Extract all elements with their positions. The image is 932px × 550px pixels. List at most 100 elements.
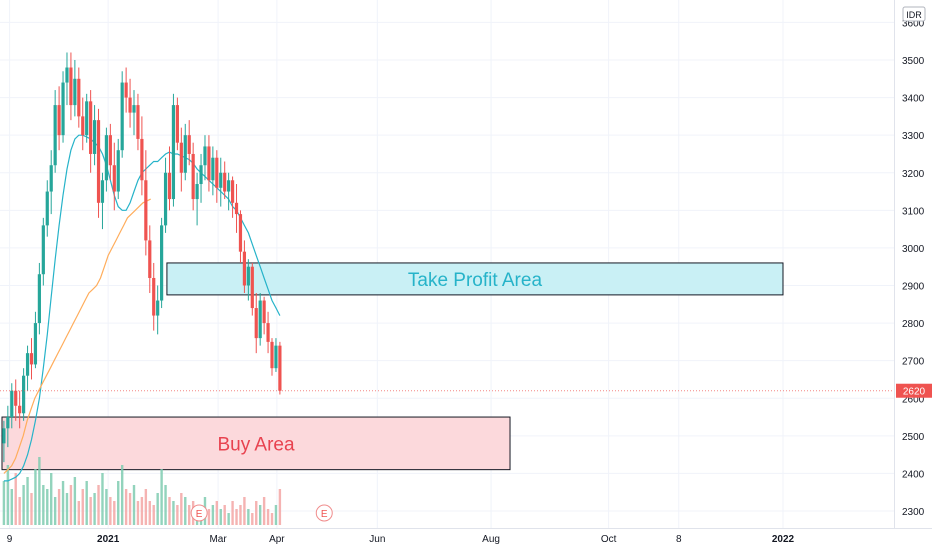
candle-body xyxy=(57,105,61,136)
candle-body xyxy=(183,135,187,173)
volume-bar xyxy=(128,493,132,525)
volume-bar xyxy=(231,501,234,525)
volume-bar xyxy=(97,485,100,525)
price-tick-label: 3600 xyxy=(902,18,925,29)
candle-body xyxy=(132,105,136,113)
candle-body xyxy=(2,428,6,444)
volume-bar xyxy=(101,473,104,525)
volume-bar xyxy=(46,489,49,525)
volume-bar xyxy=(160,469,163,525)
candle-body xyxy=(238,214,243,252)
price-tick-label: 2800 xyxy=(902,319,925,330)
ma-slow-line xyxy=(3,198,151,474)
volume-bar xyxy=(113,501,116,525)
volume-bar xyxy=(239,505,242,525)
time-tick-label: 9 xyxy=(7,534,13,545)
volume-bar xyxy=(188,505,191,525)
volume-bar xyxy=(81,489,84,525)
candle-body xyxy=(61,82,65,136)
volume-bar xyxy=(6,465,10,525)
volume-bar xyxy=(176,505,179,525)
candle-body xyxy=(179,142,183,173)
candle-body xyxy=(116,150,120,192)
candle-body xyxy=(69,67,73,106)
volume-bar xyxy=(262,497,266,525)
price-tick-label: 2300 xyxy=(902,507,925,518)
candle-body xyxy=(29,353,34,365)
time-tick-label: Oct xyxy=(601,534,617,545)
volume-bar xyxy=(30,493,33,525)
volume-bar xyxy=(65,493,69,525)
volume-bar xyxy=(211,505,215,525)
price-tick-label: 3400 xyxy=(902,94,925,105)
volume-bar xyxy=(148,501,151,525)
candle-body xyxy=(246,266,250,286)
price-tick-label: 2500 xyxy=(902,432,925,443)
candle-body xyxy=(227,180,231,192)
candlesticks xyxy=(2,52,282,463)
currency-badge: IDR xyxy=(902,6,926,22)
volume-bar xyxy=(14,473,17,525)
candle-body xyxy=(53,105,57,166)
candle-body xyxy=(163,172,168,226)
candle-body xyxy=(250,266,254,309)
volume-bar xyxy=(255,501,258,525)
volume-bar xyxy=(235,509,238,525)
zone-label: Buy Area xyxy=(217,434,295,455)
earnings-marker-label: E xyxy=(321,509,328,520)
earnings-marker xyxy=(190,504,208,522)
volume-bar xyxy=(57,489,61,525)
candle-body xyxy=(112,165,116,192)
volume-bar xyxy=(251,513,254,525)
zones-layer: Take Profit Area Buy Area xyxy=(1,262,784,471)
candle-body xyxy=(234,202,239,215)
candle-body xyxy=(96,120,101,203)
earnings-marker xyxy=(315,504,333,522)
volume-bar xyxy=(270,513,274,525)
price-tick-label: 3000 xyxy=(902,244,925,255)
volume-bar xyxy=(93,493,96,525)
candle-body xyxy=(140,138,144,181)
candle-body xyxy=(120,82,124,151)
candle-body xyxy=(10,390,14,418)
candle-body xyxy=(242,251,247,286)
volume-bar xyxy=(156,493,159,525)
candle-body xyxy=(65,67,69,83)
volume-bar xyxy=(136,501,140,525)
volume-bar xyxy=(18,497,21,525)
volume-bar xyxy=(266,509,270,525)
candle-body xyxy=(81,116,85,136)
axes xyxy=(0,0,932,529)
price-tick-label: 2600 xyxy=(902,394,925,405)
volume-bar xyxy=(164,485,167,525)
candle-body xyxy=(171,105,176,200)
volume-bar xyxy=(34,469,37,525)
volume-bar xyxy=(50,473,53,525)
candle-body xyxy=(100,180,105,203)
candle-body xyxy=(270,341,274,369)
zone-box xyxy=(1,416,511,471)
candle-body xyxy=(167,172,172,200)
candle-body xyxy=(262,300,266,324)
price-scale[interactable]: 2300 2400 2500 2600 2700 2800 2900 3000 3100 3200… xyxy=(902,18,925,518)
candle-body xyxy=(274,345,278,369)
volume-bar xyxy=(168,497,171,525)
volume-bar xyxy=(243,497,246,525)
volume-bar xyxy=(2,481,6,525)
price-tick-label: 2700 xyxy=(902,357,925,368)
candle-body xyxy=(254,308,258,339)
price-tick-label: 3100 xyxy=(902,206,925,217)
candle-body xyxy=(128,97,132,113)
volume-bar xyxy=(215,501,219,525)
candle-body xyxy=(124,82,128,98)
candle-body xyxy=(92,120,97,154)
volume-bar xyxy=(278,489,282,525)
time-scale[interactable]: 9 2021 Mar Apr Jun Aug Oct 8 2022 xyxy=(7,534,795,545)
candle-body xyxy=(223,172,227,192)
volume-bar xyxy=(227,513,230,525)
currency-badge-box xyxy=(902,6,926,22)
candle-body xyxy=(175,105,179,143)
volume-bar xyxy=(69,485,73,525)
